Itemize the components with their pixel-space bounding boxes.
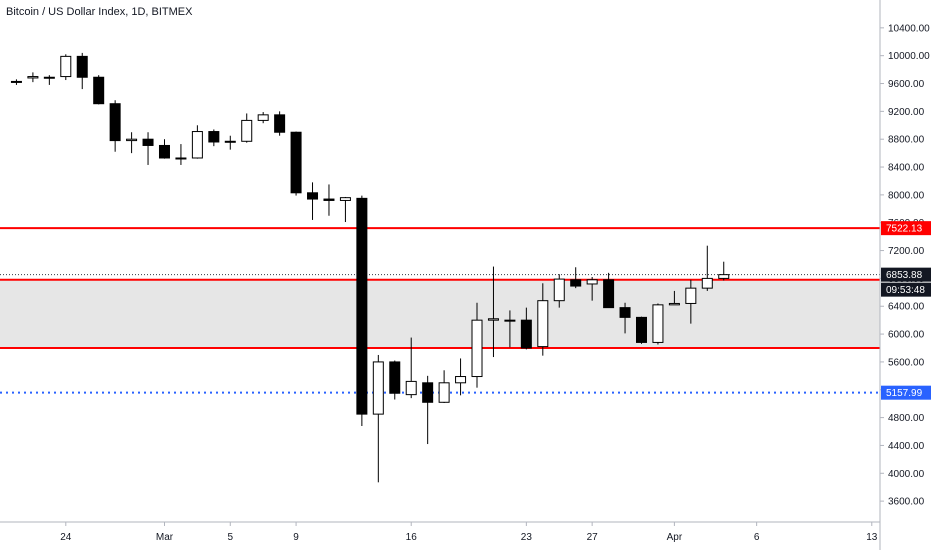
candle-body: [619, 307, 631, 318]
x-tick-label: 13: [866, 532, 878, 543]
candle-body: [652, 304, 664, 343]
candle-body: [290, 131, 302, 194]
candle-body: [438, 382, 450, 403]
candle-body: [356, 197, 368, 415]
y-tick-label: 4400.00: [888, 441, 925, 452]
consolidation-zone: [0, 279, 880, 348]
candle-body: [241, 119, 253, 142]
y-tick-label: 3600.00: [888, 497, 925, 508]
candle-body: [553, 278, 565, 302]
candle-body: [323, 198, 335, 201]
candle-body: [570, 279, 582, 287]
candle-body: [504, 319, 516, 322]
candle-body: [257, 114, 269, 121]
candle-body: [274, 114, 286, 133]
zone-rect: [0, 279, 880, 348]
candle-body: [208, 131, 220, 143]
y-tick-label: 8400.00: [888, 163, 925, 174]
y-tick-label: 8800.00: [888, 135, 925, 146]
candle-body: [43, 76, 55, 79]
candle-body: [60, 55, 72, 78]
candle-body: [537, 300, 549, 348]
candle-body: [455, 376, 467, 384]
x-tick-label: 23: [521, 532, 533, 543]
current-price-tag-bg: [881, 267, 931, 282]
candle-body: [142, 138, 154, 146]
x-tick-label: 27: [587, 532, 599, 543]
y-tick-label: 10400.00: [888, 23, 930, 34]
y-tick-label: 9200.00: [888, 107, 925, 118]
candle-body: [389, 361, 401, 394]
candle-body: [93, 76, 105, 105]
y-tick-label: 4000.00: [888, 469, 925, 480]
chart-title: Bitcoin / US Dollar Index, 1D, BITMEX: [6, 6, 193, 18]
candle-body: [372, 361, 384, 415]
candle-body: [603, 279, 615, 309]
candle-body: [487, 318, 499, 321]
candle-body: [685, 287, 697, 304]
resistance-price-tag: 7522.13: [886, 224, 923, 235]
countdown-tag-bg: [881, 282, 931, 297]
candle-body: [471, 319, 483, 378]
y-tick-label: 6400.00: [888, 302, 925, 313]
candle-body: [586, 279, 598, 285]
level-lines: [0, 227, 880, 394]
candle-body: [668, 302, 680, 306]
y-tick-label: 9600.00: [888, 79, 925, 90]
candle-body: [405, 380, 417, 396]
candle-body: [520, 319, 532, 349]
x-tick-label: 6: [754, 532, 760, 543]
y-tick-label: 5600.00: [888, 357, 925, 368]
candle-body: [339, 197, 351, 201]
candle-body: [27, 76, 39, 79]
y-tick-label: 10000.00: [888, 51, 930, 62]
candle-body: [307, 192, 319, 200]
countdown-tag: 09:53:48: [886, 285, 925, 296]
candle-body: [422, 382, 434, 403]
x-tick-label: Mar: [156, 532, 174, 543]
price-tags: 7522.13 6853.88 09:53:48 5157.99: [881, 221, 931, 400]
x-tick-label: 16: [406, 532, 418, 543]
y-tick-label: 4800.00: [888, 413, 925, 424]
support-price-tag: 5157.99: [886, 388, 923, 399]
candle-body: [191, 131, 203, 159]
candle-body: [126, 138, 138, 142]
candle-body: [701, 277, 713, 289]
current-price-tag: 6853.88: [886, 270, 923, 281]
candle-body: [224, 140, 236, 143]
x-tick-label: 9: [293, 532, 299, 543]
x-tick-label: Apr: [667, 532, 683, 543]
y-tick-label: 8000.00: [888, 190, 925, 201]
candle-body: [158, 144, 170, 159]
y-tick-label: 6000.00: [888, 330, 925, 341]
candle-body: [76, 55, 88, 78]
candles: [10, 52, 730, 483]
candle-body: [635, 316, 647, 343]
x-tick-label: 5: [227, 532, 233, 543]
x-tick-label: 24: [60, 532, 72, 543]
candle-body: [718, 274, 730, 279]
candle-body: [109, 103, 121, 142]
resistance-price-tag-bg: [881, 221, 931, 236]
candle-body: [10, 80, 22, 83]
y-tick-label: 7200.00: [888, 246, 925, 257]
candle-body: [175, 157, 187, 160]
support-price-tag-bg: [881, 385, 931, 400]
